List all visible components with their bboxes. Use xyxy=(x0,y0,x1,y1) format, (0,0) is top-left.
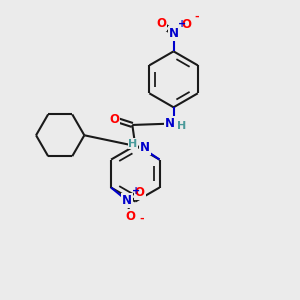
Text: H: H xyxy=(177,121,186,131)
Text: +: + xyxy=(132,186,140,196)
Text: O: O xyxy=(135,186,145,199)
Text: N: N xyxy=(169,27,178,40)
Text: -: - xyxy=(194,12,199,22)
Text: H: H xyxy=(128,139,138,149)
Text: O: O xyxy=(181,18,191,32)
Text: O: O xyxy=(109,112,119,126)
Text: N: N xyxy=(140,141,150,154)
Text: N: N xyxy=(122,194,132,207)
Text: +: + xyxy=(178,19,186,28)
Text: O: O xyxy=(125,210,135,223)
Text: N: N xyxy=(165,117,175,130)
Text: O: O xyxy=(156,17,166,30)
Text: -: - xyxy=(140,213,144,224)
